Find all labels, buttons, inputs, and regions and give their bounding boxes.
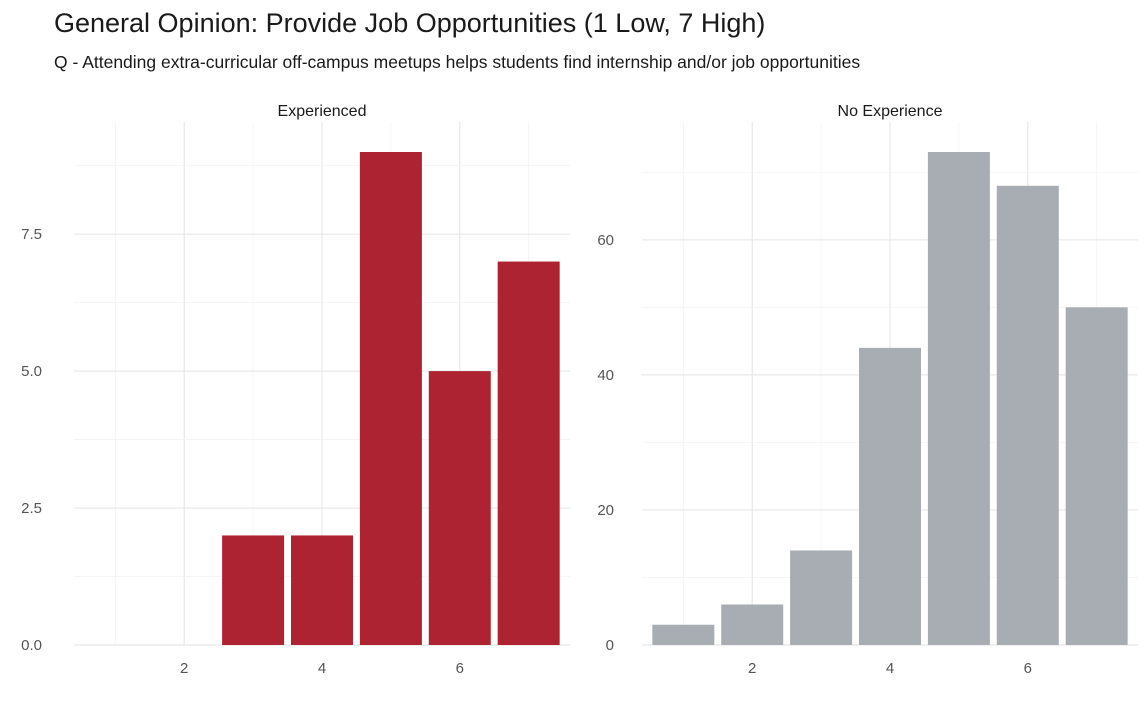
y-tick-label: 2.5 [21, 500, 42, 517]
bar [652, 624, 715, 645]
y-tick-label: 5.0 [21, 363, 42, 380]
bar [359, 152, 422, 645]
bar [291, 535, 353, 645]
y-tick-label: 0 [606, 637, 614, 654]
y-tick-label: 7.5 [21, 226, 42, 243]
x-tick-label: 6 [1024, 660, 1032, 677]
facet-panel-no-experience: No Experience 0 20 40 60 2 4 6 [597, 103, 1138, 677]
y-tick-label: 40 [597, 367, 614, 384]
bar [859, 347, 921, 645]
bar [428, 371, 491, 645]
facet-label: No Experience [838, 103, 943, 120]
bar [1065, 307, 1128, 645]
bar [721, 604, 784, 645]
bar [222, 535, 285, 645]
x-tick-label: 2 [180, 660, 188, 677]
chart-subtitle: Q - Attending extra-curricular off-campu… [54, 52, 861, 72]
x-tick-label: 6 [456, 660, 464, 677]
chart-title: General Opinion: Provide Job Opportuniti… [54, 8, 766, 38]
bar [790, 550, 853, 645]
bar [927, 152, 990, 645]
y-tick-label: 0.0 [21, 637, 42, 654]
y-tick-label: 20 [597, 502, 614, 519]
bar [497, 261, 560, 645]
facet-label: Experienced [278, 103, 367, 120]
bar [996, 185, 1059, 645]
x-tick-label: 4 [318, 660, 326, 677]
y-tick-label: 60 [597, 232, 614, 249]
x-tick-label: 2 [748, 660, 756, 677]
x-tick-label: 4 [886, 660, 894, 677]
facet-panel-experienced: Experienced 0.0 2.5 5.0 7.5 2 4 6 [21, 103, 570, 677]
